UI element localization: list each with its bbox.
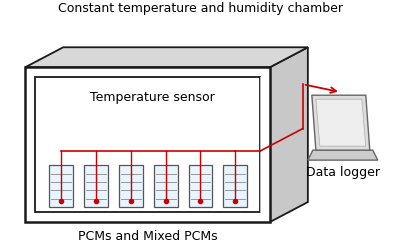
Bar <box>84 165 108 207</box>
Bar <box>119 165 142 207</box>
Bar <box>188 165 212 207</box>
Bar <box>35 77 260 212</box>
Bar <box>224 165 248 207</box>
Text: Constant temperature and humidity chamber: Constant temperature and humidity chambe… <box>58 2 342 15</box>
Polygon shape <box>308 150 378 160</box>
Bar <box>49 165 73 207</box>
Polygon shape <box>312 95 370 150</box>
Text: PCMs and Mixed PCMs: PCMs and Mixed PCMs <box>78 230 217 242</box>
Text: Data logger: Data logger <box>306 166 380 178</box>
Polygon shape <box>25 47 308 67</box>
Polygon shape <box>316 99 366 146</box>
Bar <box>154 165 178 207</box>
Polygon shape <box>270 47 308 222</box>
Bar <box>25 67 270 222</box>
Text: Temperature sensor: Temperature sensor <box>90 91 215 104</box>
